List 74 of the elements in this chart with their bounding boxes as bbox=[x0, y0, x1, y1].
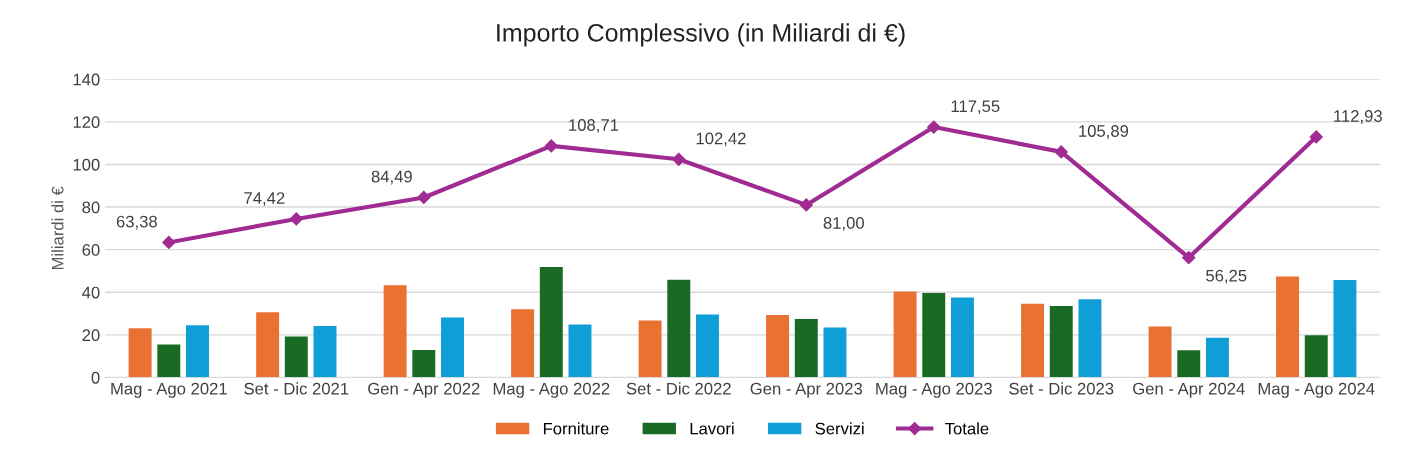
legend-label: Forniture bbox=[543, 422, 609, 435]
x-tick-label: Set - Dic 2022 bbox=[626, 382, 731, 395]
bar bbox=[638, 320, 662, 378]
bar bbox=[284, 336, 308, 378]
bar bbox=[1304, 335, 1328, 378]
x-tick-label: Mag - Ago 2024 bbox=[1258, 382, 1375, 398]
bar bbox=[186, 325, 209, 378]
point bbox=[417, 190, 431, 205]
data-label: 112,93 bbox=[1334, 110, 1382, 124]
point bbox=[927, 120, 941, 134]
legend-label: Servizi bbox=[815, 422, 864, 435]
point bbox=[1182, 251, 1196, 265]
point bbox=[1309, 130, 1323, 144]
bar bbox=[1177, 350, 1201, 378]
data-label: 56,25 bbox=[1206, 269, 1247, 284]
point bbox=[799, 198, 813, 212]
x-tick-label: Gen - Apr 2024 bbox=[1133, 382, 1245, 398]
legend-label: Lavori bbox=[690, 422, 734, 435]
data-label: 108,71 bbox=[569, 119, 619, 133]
y-tick-label: 140 bbox=[73, 73, 100, 86]
bar bbox=[1049, 305, 1073, 378]
y-tick-label: 100 bbox=[73, 158, 100, 171]
point bbox=[1054, 145, 1068, 159]
bar bbox=[1205, 337, 1229, 378]
y-tick-label: 0 bbox=[91, 371, 100, 384]
bar bbox=[412, 349, 436, 378]
bar bbox=[766, 315, 790, 378]
bar bbox=[157, 344, 181, 378]
x-tick-label: Set - Dic 2023 bbox=[1009, 382, 1114, 395]
data-label: 74,42 bbox=[244, 192, 285, 206]
bar bbox=[922, 292, 946, 378]
data-label: 105,89 bbox=[1079, 125, 1129, 139]
x-tick-label: Mag - Ago 2021 bbox=[111, 382, 227, 398]
data-label: 117,55 bbox=[951, 100, 1000, 115]
bar bbox=[696, 314, 719, 378]
y-tick-label: 120 bbox=[73, 116, 100, 129]
bar bbox=[1333, 279, 1357, 378]
bar bbox=[667, 279, 691, 378]
x-tick-label: Mag - Ago 2022 bbox=[493, 382, 610, 398]
point bbox=[289, 212, 303, 226]
bar bbox=[511, 309, 535, 378]
y-tick-label: 40 bbox=[82, 286, 100, 299]
bar bbox=[1148, 326, 1172, 378]
x-tick-label: Gen - Apr 2023 bbox=[750, 382, 863, 398]
bar bbox=[1021, 303, 1045, 378]
bar bbox=[568, 324, 592, 378]
bar bbox=[383, 285, 407, 378]
bar bbox=[441, 317, 464, 378]
point bbox=[162, 235, 176, 250]
data-label: 102,42 bbox=[696, 132, 746, 147]
x-tick-label: Mag - Ago 2023 bbox=[876, 382, 992, 398]
bar bbox=[893, 291, 917, 378]
data-label: 81,00 bbox=[823, 217, 864, 231]
y-tick-label: 80 bbox=[82, 201, 100, 214]
legend-label: Totale bbox=[945, 422, 989, 435]
point bbox=[544, 139, 558, 153]
y-axis-title: Miliardi di € bbox=[51, 186, 64, 270]
data-label: 63,38 bbox=[116, 215, 157, 230]
data-label: 84,49 bbox=[371, 170, 412, 185]
x-tick-label: Gen - Apr 2022 bbox=[368, 382, 480, 398]
bar bbox=[539, 267, 563, 378]
x-tick-label: Set - Dic 2021 bbox=[244, 382, 349, 395]
y-tick-label: 60 bbox=[82, 244, 100, 256]
bar bbox=[313, 326, 337, 378]
bar bbox=[823, 327, 847, 378]
bar bbox=[128, 328, 152, 378]
bar bbox=[950, 297, 974, 378]
y-tick-label: 20 bbox=[82, 329, 100, 342]
bar bbox=[794, 319, 818, 378]
bar bbox=[256, 312, 280, 378]
point bbox=[672, 152, 686, 166]
bar bbox=[1276, 276, 1300, 378]
bar bbox=[1078, 299, 1102, 378]
chart-title: Importo Complessivo (in Miliardi di €) bbox=[497, 23, 905, 47]
